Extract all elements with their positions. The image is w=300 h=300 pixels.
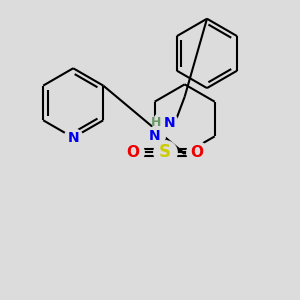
Text: N: N (68, 130, 79, 145)
Text: H: H (151, 116, 161, 129)
Text: O: O (190, 145, 204, 160)
Text: N: N (149, 129, 161, 143)
Text: O: O (126, 145, 139, 160)
Text: N: N (164, 116, 176, 130)
Text: S: S (159, 143, 171, 161)
